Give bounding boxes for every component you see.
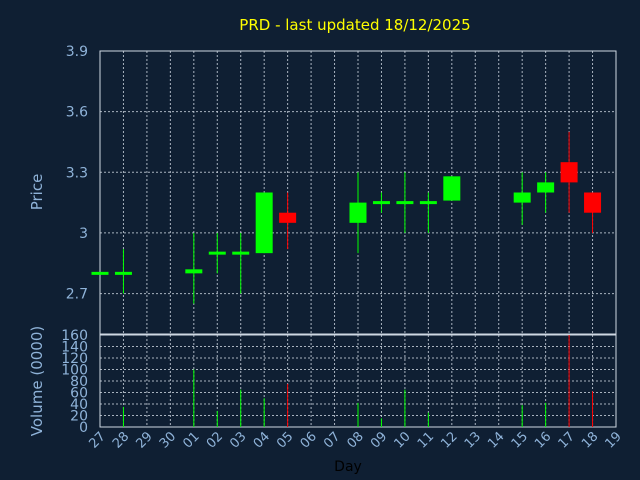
candle-body bbox=[419, 201, 437, 205]
candle-body bbox=[396, 201, 414, 205]
volume-tick-label: 120 bbox=[61, 351, 88, 367]
candle-body bbox=[208, 251, 226, 255]
price-tick-label: 2.7 bbox=[66, 287, 88, 303]
candle-body bbox=[91, 271, 109, 275]
x-tick-label: 03 bbox=[227, 429, 249, 451]
price-axis-label: Price bbox=[28, 174, 46, 211]
x-tick-label: 09 bbox=[368, 429, 390, 451]
candle-body bbox=[349, 202, 367, 223]
x-tick-label: 10 bbox=[391, 429, 413, 451]
volume-tick-label: 80 bbox=[70, 374, 88, 390]
price-tick-label: 3.3 bbox=[66, 165, 88, 181]
x-tick-label: 12 bbox=[438, 429, 460, 451]
x-tick-label: 04 bbox=[251, 429, 273, 451]
volume-tick-label: 40 bbox=[70, 397, 88, 413]
x-tick-label: 18 bbox=[579, 429, 601, 451]
x-tick-label: 06 bbox=[298, 429, 320, 451]
volume-tick-label: 60 bbox=[70, 386, 88, 402]
candle-body bbox=[185, 269, 203, 274]
x-tick-label: 08 bbox=[345, 429, 367, 451]
candle-body bbox=[279, 212, 297, 223]
x-tick-label: 02 bbox=[204, 429, 226, 451]
x-axis-label: Day bbox=[334, 459, 362, 475]
price-tick-label: 3 bbox=[79, 226, 88, 242]
x-tick-label: 28 bbox=[110, 429, 132, 451]
x-tick-label: 15 bbox=[509, 429, 531, 451]
x-tick-label: 27 bbox=[87, 429, 109, 451]
candle-body bbox=[372, 201, 390, 205]
volume-tick-label: 160 bbox=[61, 328, 88, 344]
volume-tick-label: 100 bbox=[61, 363, 88, 379]
candle-body bbox=[443, 176, 461, 201]
x-tick-label: 05 bbox=[274, 429, 296, 451]
x-tick-label: 11 bbox=[415, 429, 437, 451]
x-tick-label: 01 bbox=[180, 429, 202, 451]
price-plot-frame bbox=[99, 50, 617, 335]
chart-title: PRD - last updated 18/12/2025 bbox=[239, 16, 470, 34]
x-tick-label: 19 bbox=[603, 429, 625, 451]
candle-body bbox=[560, 162, 578, 183]
x-tick-label: 30 bbox=[157, 429, 179, 451]
candle-body bbox=[255, 192, 273, 254]
x-tick-label: 29 bbox=[133, 429, 155, 451]
x-tick-label: 13 bbox=[462, 429, 484, 451]
x-axis: 27 28 29 30 01 02 03 04 05 06 07 08 09 10 11 12 13 14 15 16… bbox=[87, 429, 625, 451]
volume-tick-label: 140 bbox=[61, 340, 88, 356]
price-tick-label: 3.9 bbox=[66, 44, 88, 60]
volume-tick-label: 20 bbox=[70, 409, 88, 425]
candle-body bbox=[232, 251, 250, 255]
x-tick-label: 16 bbox=[532, 429, 554, 451]
price-tick-label: 3.6 bbox=[66, 105, 88, 121]
candle-body bbox=[584, 192, 602, 213]
x-tick-label: 17 bbox=[556, 429, 578, 451]
candle-body bbox=[537, 182, 555, 193]
candle-body bbox=[513, 192, 531, 203]
volume-tick-label: 0 bbox=[79, 420, 88, 436]
x-tick-label: 14 bbox=[485, 429, 507, 451]
price-panel: 3.9 3.6 3.3 3 2.7 bbox=[66, 44, 617, 335]
volume-axis-label: Volume (0000) bbox=[28, 326, 46, 436]
x-tick-label: 07 bbox=[321, 429, 343, 451]
candle-body bbox=[114, 271, 132, 275]
